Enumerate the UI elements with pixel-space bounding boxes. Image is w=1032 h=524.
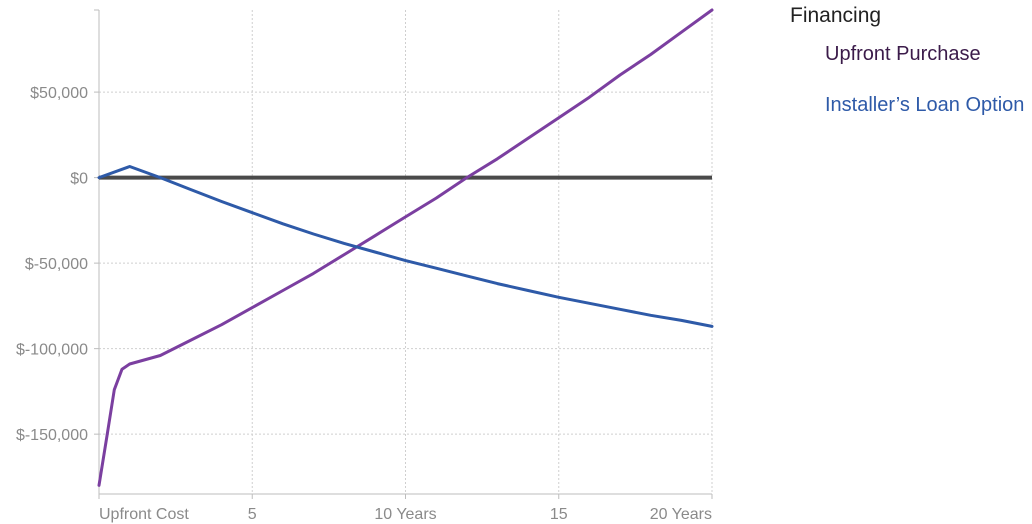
legend-item-upfront-purchase[interactable]: Upfront Purchase bbox=[825, 43, 981, 65]
legend-title: Financing bbox=[790, 4, 882, 27]
y-tick-label: $-50,000 bbox=[25, 256, 88, 273]
y-axis-ticks: $50,000 $0 $-50,000 $-100,000 $-150,000 bbox=[16, 9, 99, 444]
series-line-upfront-purchase bbox=[97, 8, 714, 487]
chart-grid bbox=[99, 10, 713, 494]
y-tick-label: $-100,000 bbox=[16, 342, 88, 359]
y-tick-label: $-150,000 bbox=[16, 427, 88, 444]
x-tick-label: 10 Years bbox=[374, 506, 436, 523]
x-tick-label: 5 bbox=[248, 506, 257, 523]
legend: Financing Upfront Purchase Installer’s L… bbox=[790, 3, 1032, 115]
y-tick-label: $0 bbox=[70, 171, 88, 188]
legend-item-installers-loan-option[interactable]: Installer’s Loan Option bbox=[825, 94, 1025, 116]
line-chart: $50,000 $0 $-50,000 $-100,000 $-150,000 Upfr… bbox=[16, 8, 714, 523]
x-tick-label: Upfront Cost bbox=[99, 506, 189, 523]
x-tick-label: 15 bbox=[550, 506, 568, 523]
series-layer bbox=[97, 8, 714, 487]
y-tick-label: $50,000 bbox=[30, 85, 88, 102]
series-line-installers-loan-option bbox=[97, 165, 714, 328]
x-tick-label: 20 Years bbox=[650, 506, 712, 523]
x-axis-ticks: Upfront Cost 5 10 Years 15 20 Years bbox=[98, 494, 713, 523]
